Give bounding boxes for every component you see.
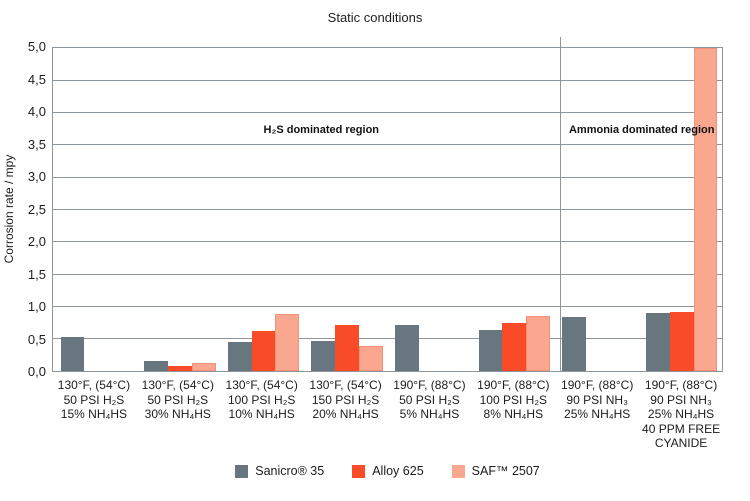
y-tick-label: 3,0	[27, 169, 46, 184]
plot-area: H₂S dominated region Ammonia dominated re…	[52, 47, 723, 372]
legend-item: Alloy 625	[352, 464, 424, 478]
bar-saf-2507	[275, 314, 300, 371]
bar-alloy-625	[167, 365, 192, 371]
y-tick-label: 1,5	[27, 266, 46, 282]
gridline	[53, 338, 722, 340]
region-annotation: Ammonia dominated region	[568, 124, 715, 137]
y-tick-label: 3,5	[27, 136, 46, 152]
region-annotation: H₂S dominated region	[263, 124, 380, 137]
legend-label: Alloy 625	[372, 464, 424, 478]
bar-sanicro-35	[645, 312, 670, 371]
x-category-label: 190°F, (88°C) 90 PSI NH₃ 25% NH₄HS 40 PPM F…	[642, 378, 721, 450]
chart-title: Static conditions	[327, 10, 423, 25]
bar-group	[137, 48, 221, 371]
y-tick-label: 2,5	[27, 201, 46, 217]
x-category-label: 130°F, (54°C) 100 PSI H₂S 10% NH₄HS	[225, 378, 298, 421]
bar-saf-2507	[191, 362, 216, 371]
bar-sanicro-35	[60, 336, 85, 371]
legend-item: Sanicro® 35	[235, 464, 324, 478]
legend-swatch-icon	[451, 464, 465, 478]
bar-group	[220, 48, 304, 371]
bar-sanicro-35	[478, 330, 503, 371]
x-axis-labels: 130°F, (54°C) 50 PSI H₂S 15% NH₄HS 130°F, (…	[52, 378, 723, 463]
bar-group	[53, 48, 137, 371]
y-tick-label: 4,5	[27, 71, 46, 87]
x-category-label: 190°F, (88°C) 100 PSI H₂S 8% NH₄HS	[477, 378, 550, 421]
bar-sanicro-35	[395, 324, 419, 371]
region-divider-line	[560, 37, 562, 372]
bar-alloy-625	[251, 330, 276, 371]
bar-saf-2507	[526, 316, 551, 371]
x-category-label: 190°F, (88°C) 90 PSI NH₃ 25% NH₄HS	[561, 378, 634, 421]
bar-group	[471, 48, 555, 371]
x-category-label: 130°F, (54°C) 150 PSI H₂S 20% NH₄HS	[309, 378, 382, 421]
y-tick-label: 1,0	[27, 299, 46, 314]
y-tick-label: 0,5	[27, 331, 46, 347]
bar-saf-2507	[693, 48, 718, 371]
bar-group	[388, 48, 472, 371]
bar-sanicro-35	[227, 341, 252, 371]
legend-swatch-icon	[235, 464, 249, 478]
y-tick-label: 4,0	[27, 104, 46, 119]
bar-group	[555, 48, 639, 371]
legend: Sanicro® 35 Alloy 625 SAF™ 2507	[52, 464, 723, 478]
legend-item: SAF™ 2507	[451, 464, 540, 478]
bar-sanicro-35	[144, 361, 168, 371]
y-tick-label: 5,0	[27, 39, 46, 54]
gridline	[53, 241, 722, 243]
gridline	[53, 144, 722, 146]
gridline	[53, 209, 722, 210]
gridline	[53, 79, 722, 81]
bar-sanicro-35	[311, 340, 336, 371]
bar-alloy-625	[335, 324, 360, 371]
gridline	[53, 176, 722, 178]
legend-label: Sanicro® 35	[255, 464, 325, 478]
gridline	[53, 112, 722, 114]
x-category-label: 130°F, (54°C) 50 PSI H₂S 15% NH₄HS	[57, 378, 131, 421]
gridline	[53, 273, 722, 275]
y-tick-label: 2,0	[27, 234, 46, 249]
legend-swatch-icon	[352, 464, 366, 478]
x-category-label: 130°F, (54°C) 50 PSI H₂S 30% NH₄HS	[141, 378, 214, 421]
y-tick-label: 0,0	[27, 364, 46, 379]
bar-saf-2507	[359, 345, 383, 371]
x-category-label: 190°F, (88°C) 50 PSI H₂S 5% NH₄HS	[393, 378, 466, 421]
bar-group	[638, 48, 722, 371]
bar-group	[304, 48, 388, 371]
bar-alloy-625	[669, 311, 694, 371]
legend-label: SAF™ 2507	[471, 464, 540, 478]
bar-alloy-625	[502, 322, 527, 371]
bar-sanicro-35	[562, 316, 587, 371]
gridline	[53, 305, 722, 307]
